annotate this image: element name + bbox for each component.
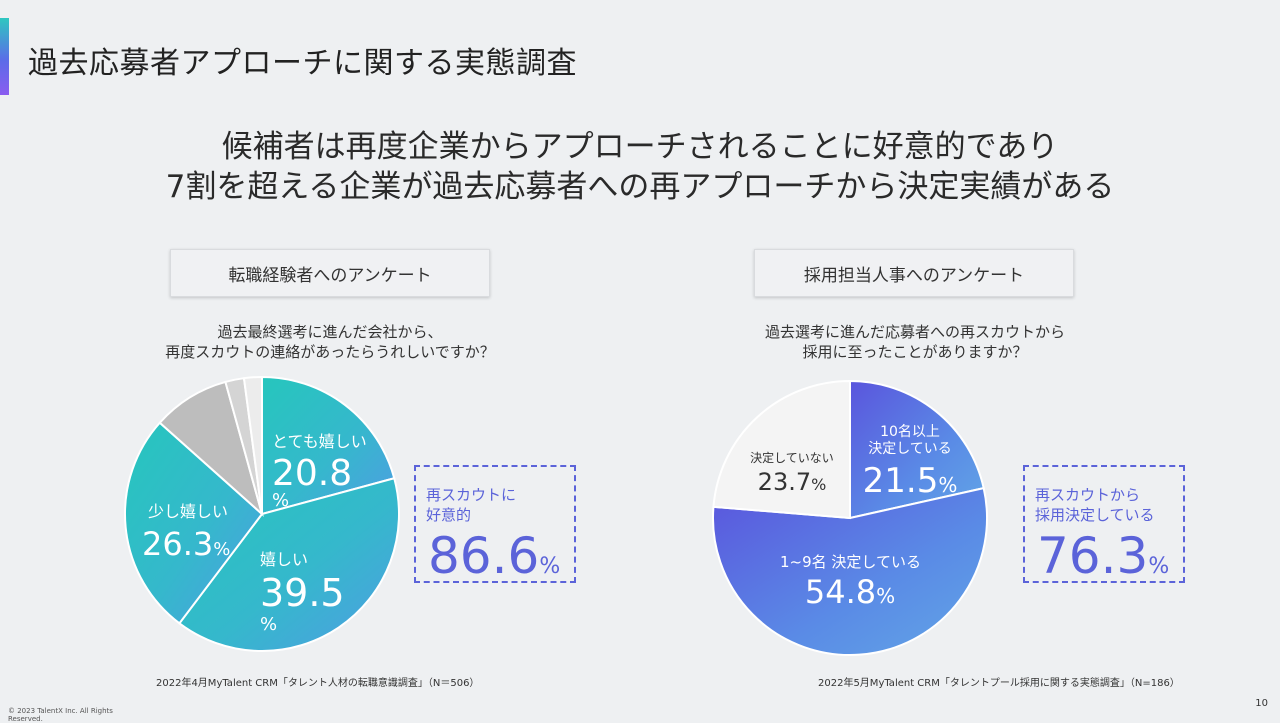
left-callout-unit: % [539,554,561,579]
left-slice-unit-very-happy: % [272,490,290,511]
left-slice-label-slightly-happy: 少し嬉しい 26.3% [142,502,231,561]
right-callout-text-line-1: 再スカウトから [1035,486,1141,504]
right-callout-text-line-2: 採用決定している [1035,506,1155,524]
left-question-line-1: 過去最終選考に進んだ会社から、 [217,323,443,341]
left-slice-value-happy: 39.5 [260,571,345,615]
left-pie-slice-2 [124,421,264,625]
left-slice-label-happy: 嬉しい 39.5 % [260,552,345,634]
left-pie-slice-3 [158,380,264,518]
left-slice-label-very-happy: とても嬉しい 20.8 % [272,434,367,510]
right-slice-name-none: 決定していない [750,451,834,465]
right-pie-slice-0 [849,379,985,520]
left-callout-value: 86.6 [428,527,540,585]
left-slice-name-slightly-happy: 少し嬉しい [148,502,229,521]
left-pie-slice-0 [261,375,396,516]
left-callout-text: 再スカウトに 好意的 [426,485,516,525]
right-slice-unit-1to9: % [876,584,896,608]
left-slice-value-slightly-happy: 26.3 [142,525,214,563]
left-survey-label: 転職経験者へのアンケート [170,249,490,297]
right-slice-unit-none: % [811,475,827,494]
left-source-note: 2022年4月MyTalent CRM「タレント人材の転職意識調査」（N＝506… [156,678,480,689]
left-slice-value-very-happy: 20.8 [272,453,353,494]
left-pie-slice-5 [242,375,263,515]
left-question-line-2: 再度スカウトの連絡があったらうれしいですか？ [165,343,495,361]
right-callout-text: 再スカウトから 採用決定している [1035,485,1155,525]
right-slice-value-none: 23.7 [757,468,812,496]
right-pie-slice-1 [712,486,988,656]
left-question: 過去最終選考に進んだ会社から、 再度スカウトの連絡があったらうれしいですか？ [140,322,520,362]
headline-line-1: 候補者は再度企業からアプローチされることに好意的であり [221,129,1059,165]
left-pie-chart [124,375,400,652]
left-callout-box: 再スカウトに 好意的 86.6% [414,465,576,583]
right-question-line-2: 採用に至ったことがありますか？ [802,343,1028,361]
left-slice-name-very-happy: とても嬉しい [272,432,367,451]
right-question: 過去選考に進んだ応募者への再スカウトから 採用に至ったことがありますか？ [720,322,1110,362]
copyright-notice: © 2023 TalentX Inc. All Rights Reserved. [8,707,113,723]
right-callout-unit: % [1148,554,1170,579]
left-pie-slice-1 [177,477,400,652]
right-slice-unit-10plus: % [938,473,958,497]
left-callout-text-line-1: 再スカウトに [426,486,517,504]
right-slice-value-1to9: 54.8 [804,573,877,611]
right-callout-figure: 76.3% [1037,531,1169,581]
left-callout-text-line-2: 好意的 [426,506,472,524]
title-accent-bar [0,18,9,95]
right-slice-label-none: 決定していない 23.7% [742,452,842,494]
right-source-note: 2022年5月MyTalent CRM「タレントプール採用に関する実態調査」（N… [818,678,1180,689]
right-survey-label: 採用担当人事へのアンケート [754,249,1074,297]
right-slice-name-10plus: 10名以上 決定している [868,424,952,457]
right-pie-slice-2 [712,379,851,520]
headline-line-2: 7割を超える企業が過去応募者への再アプローチから決定実績がある [165,169,1115,205]
left-slice-name-happy: 嬉しい [260,550,309,569]
left-slice-unit-slightly-happy: % [213,539,231,560]
right-callout-box: 再スカウトから 採用決定している 76.3% [1023,465,1185,583]
page-number: 10 [1255,698,1268,709]
right-slice-label-1to9: 1~9名 決定している 54.8% [780,553,921,611]
right-callout-value: 76.3 [1037,527,1149,585]
left-slice-unit-happy: % [260,614,278,635]
slide-title: 過去応募者アプローチに関する実態調査 [28,46,577,81]
right-slice-value-10plus: 21.5 [862,461,939,501]
right-question-line-1: 過去選考に進んだ応募者への再スカウトから [764,323,1065,341]
left-callout-figure: 86.6% [428,531,560,581]
right-slice-label-10plus: 10名以上 決定している 21.5% [858,424,962,498]
right-slice-name-1to9: 1~9名 決定している [780,553,921,571]
right-pie-chart [712,379,988,656]
